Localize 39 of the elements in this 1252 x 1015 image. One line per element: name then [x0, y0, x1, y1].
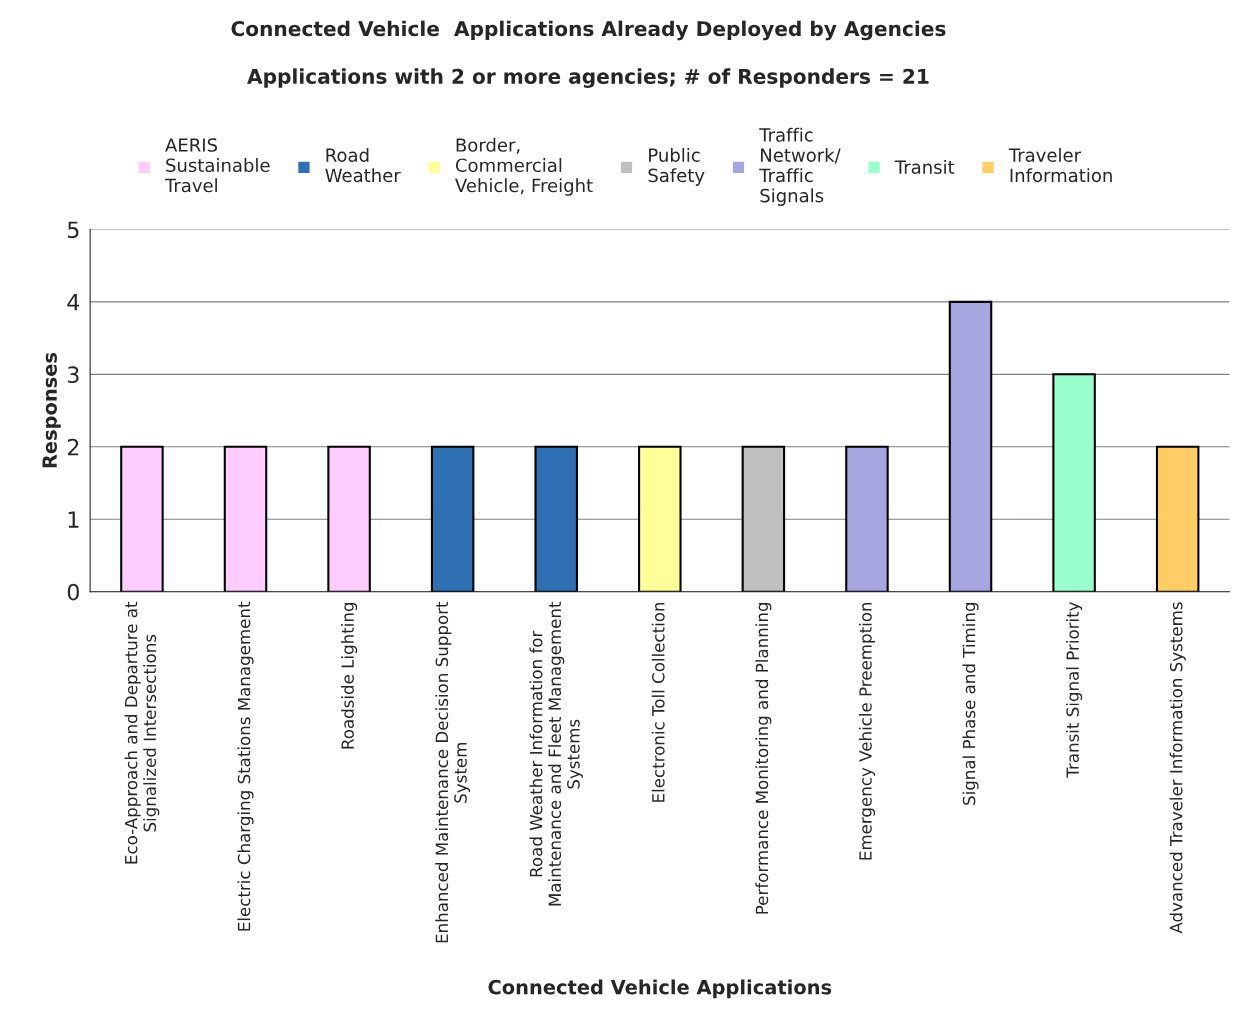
legend-label: Traveler Information: [1008, 147, 1112, 183]
legend-label: Public Safety: [648, 147, 705, 186]
bar: [1155, 445, 1200, 592]
x-tick-label: Performance Monitoring and Planning: [755, 602, 772, 914]
legend-label: Traffic Network/ Traffic Signals: [759, 127, 841, 206]
legend-label: Road Weather: [325, 147, 401, 183]
x-axis-title: Connected Vehicle Applications: [488, 979, 832, 999]
bar: [534, 445, 578, 592]
legend-label: Border, Commercial Vehicle, Freight: [455, 137, 593, 196]
bar: [327, 445, 371, 592]
chart-subtitle: Applications with 2 or more agencies; # of Responders = 21: [247, 68, 929, 88]
y-tick-label: 0: [67, 583, 79, 601]
x-tick-label: Eco-Approach and Departure at Signalized Intersections: [124, 601, 160, 864]
legend-label: AERIS Sustainable Travel: [164, 138, 270, 193]
bar: [638, 445, 682, 592]
x-tick-label: Signal Phase and Timing: [962, 602, 979, 805]
bar: [845, 445, 889, 592]
x-tick-label: Transit Signal Priority: [1066, 601, 1083, 778]
x-tick-label: Electronic Toll Collection: [651, 602, 665, 802]
y-tick-label: 1: [68, 511, 79, 528]
bar: [430, 445, 475, 592]
bar: [948, 300, 993, 592]
chart-title: Connected Vehicle Applications Already Deployed by Agencies: [231, 20, 946, 41]
y-tick-label: 3: [67, 366, 79, 384]
x-tick-label: Road Weather Information for Maintenance and Fleet Management Systems: [529, 601, 583, 906]
bar: [120, 445, 164, 592]
x-tick-label: Enhanced Maintenance Decision Support System: [435, 601, 471, 943]
y-tick-label: 2: [67, 438, 79, 456]
x-tick-label: Emergency Vehicle Preemption: [858, 602, 876, 860]
y-tick-label: 4: [67, 294, 80, 311]
bar: [741, 445, 786, 592]
y-tick-label: 5: [68, 221, 79, 239]
x-tick-label: Roadside Lighting: [341, 602, 358, 749]
y-axis-title: Responses: [42, 352, 61, 468]
bar: [1052, 373, 1096, 592]
bar: [223, 445, 268, 592]
x-tick-label: Electric Charging Stations Management: [237, 601, 254, 931]
legend-label: Transit: [894, 159, 955, 174]
x-tick-label: Advanced Traveler Information Systems: [1169, 602, 1186, 934]
